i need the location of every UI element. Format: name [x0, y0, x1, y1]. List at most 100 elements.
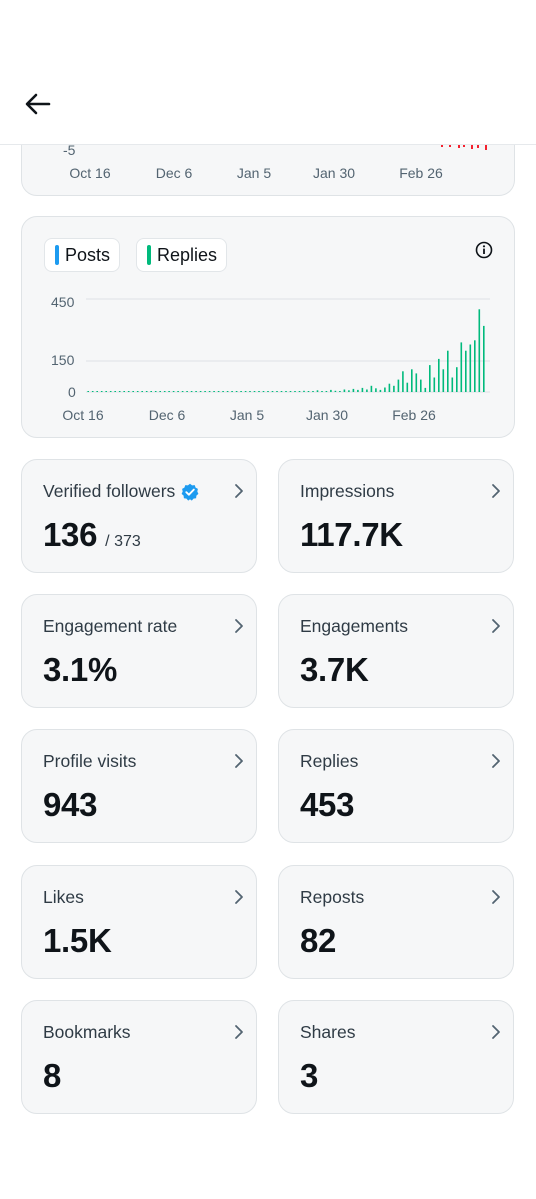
- replies-bar: [226, 391, 229, 392]
- metric-card-engagements[interactable]: Engagements 3.7K: [278, 594, 514, 708]
- x-tick-label: Dec 6: [148, 407, 186, 423]
- replies-bar: [433, 377, 436, 392]
- replies-bar: [379, 389, 382, 392]
- replies-bar: [208, 391, 211, 392]
- posts-color-swatch: [55, 245, 59, 265]
- replies-bar: [343, 389, 346, 392]
- replies-bar: [334, 390, 337, 392]
- replies-bar: [483, 325, 485, 392]
- replies-bar: [321, 391, 323, 392]
- metric-title: Likes: [43, 887, 84, 907]
- metric-card-engagement-rate[interactable]: Engagement rate 3.1%: [21, 594, 257, 708]
- replies-bar: [415, 373, 418, 392]
- metric-value: 453: [300, 786, 355, 823]
- metric-card-profile-visits[interactable]: Profile visits 943: [21, 729, 257, 843]
- replies-bar: [456, 367, 458, 392]
- replies-bar: [141, 391, 143, 392]
- replies-bar: [330, 389, 332, 392]
- x-tick-label: Jan 30: [312, 165, 356, 181]
- replies-bar: [361, 387, 364, 392]
- replies-bar: [469, 344, 472, 392]
- back-arrow-icon: [25, 93, 51, 115]
- replies-bar: [123, 391, 125, 392]
- replies-bar: [235, 391, 238, 392]
- metric-card-likes[interactable]: Likes 1.5K: [21, 865, 257, 979]
- back-button[interactable]: [22, 88, 54, 120]
- legend-replies[interactable]: Replies: [136, 238, 228, 272]
- legend-replies-label: Replies: [157, 244, 218, 265]
- replies-bar: [438, 358, 440, 392]
- replies-bar: [262, 391, 265, 392]
- replies-bar: [357, 389, 359, 392]
- y-tick-label: 0: [68, 384, 76, 400]
- replies-bar: [127, 391, 130, 392]
- replies-bar: [451, 377, 454, 392]
- y-tick-label: 150: [51, 352, 75, 368]
- x-tick-label: Jan 5: [236, 165, 272, 181]
- replies-bar: [388, 383, 391, 392]
- metric-value: 3.1%: [43, 651, 118, 688]
- chevron-right-icon: [492, 890, 500, 904]
- replies-bar: [478, 309, 481, 392]
- replies-bar: [132, 391, 134, 392]
- metric-card-verified-followers[interactable]: Verified followers 136 / 373: [21, 459, 257, 573]
- replies-bar: [294, 391, 296, 392]
- replies-bar: [285, 391, 287, 392]
- replies-bar: [271, 391, 274, 392]
- replies-bar: [411, 369, 413, 392]
- metric-value: 117.7K: [300, 516, 403, 553]
- replies-bar: [168, 391, 170, 392]
- replies-bar: [397, 379, 400, 392]
- replies-bar: [276, 391, 278, 392]
- x-tick-label: Oct 16: [69, 165, 111, 181]
- chevron-right-icon: [235, 619, 243, 633]
- metric-card-impressions[interactable]: Impressions 117.7K: [278, 459, 514, 573]
- replies-bar: [460, 342, 463, 392]
- replies-bar: [96, 391, 98, 392]
- metric-value: 943: [43, 786, 98, 823]
- replies-bar: [267, 391, 269, 392]
- app-header: [0, 0, 536, 145]
- metric-value: 1.5K: [43, 922, 112, 959]
- metric-card-reposts[interactable]: Reposts 82: [278, 865, 514, 979]
- metric-value-number: 136: [43, 516, 98, 553]
- chevron-right-icon: [492, 754, 500, 768]
- metric-card-shares[interactable]: Shares 3: [278, 1000, 514, 1114]
- info-icon[interactable]: [474, 240, 494, 260]
- replies-bar: [177, 391, 179, 392]
- x-tick-label: Oct 16: [62, 407, 104, 423]
- metric-value-total: / 373: [105, 533, 141, 550]
- metric-title: Replies: [300, 751, 359, 771]
- replies-bar: [100, 391, 103, 392]
- replies-bar: [429, 365, 431, 392]
- replies-bar: [352, 388, 355, 392]
- replies-bar: [298, 391, 301, 392]
- replies-bar: [249, 391, 251, 392]
- replies-bar: [240, 391, 242, 392]
- chevron-right-icon: [235, 1025, 243, 1039]
- replies-bar: [181, 391, 184, 392]
- replies-bar: [150, 391, 152, 392]
- replies-bar: [190, 391, 193, 392]
- metric-value: 136 / 373: [43, 516, 141, 554]
- verified-badge-icon: [181, 483, 199, 501]
- metric-title: Shares: [300, 1022, 356, 1042]
- legend-posts[interactable]: Posts: [44, 238, 121, 272]
- activity-chart-plot: [86, 298, 490, 393]
- replies-bar: [163, 391, 166, 392]
- replies-bar: [186, 391, 188, 392]
- activity-chart-card: Posts Replies 450 150 0 Oct 16 Dec 6 Jan…: [21, 216, 515, 438]
- metric-card-replies[interactable]: Replies 453: [278, 729, 514, 843]
- replies-bar: [253, 391, 256, 392]
- replies-bar: [420, 379, 422, 392]
- chevron-right-icon: [492, 484, 500, 498]
- replies-bar: [370, 385, 373, 392]
- replies-bar: [339, 391, 341, 392]
- replies-bar: [114, 391, 116, 392]
- metric-title-label: Verified followers: [43, 481, 176, 501]
- replies-bar: [303, 390, 305, 392]
- metric-value: 8: [43, 1057, 62, 1094]
- metric-card-bookmarks[interactable]: Bookmarks 8: [21, 1000, 257, 1114]
- replies-bar: [474, 340, 476, 392]
- chevron-right-icon: [492, 1025, 500, 1039]
